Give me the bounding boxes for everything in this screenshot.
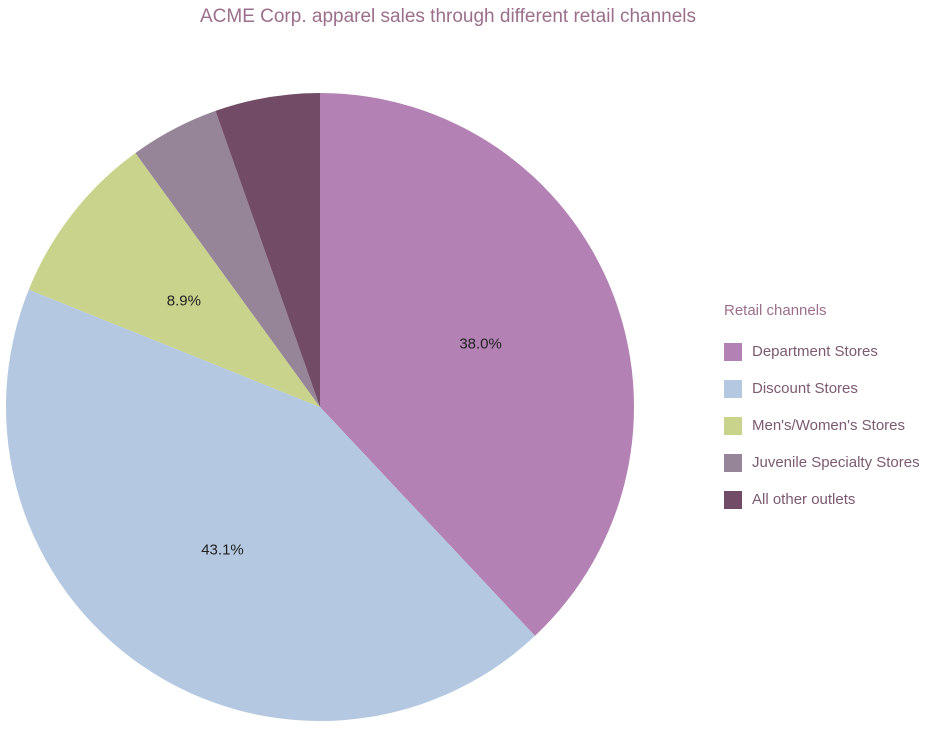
slice-label-department-stores: 38.0% xyxy=(459,335,502,352)
legend-item-mens-womens-stores: Men's/Women's Stores xyxy=(724,407,920,444)
pie-slice-department-stores xyxy=(320,93,635,636)
slice-label-mens-womens-stores: 8.9% xyxy=(167,293,201,310)
pie-chart: 38.0% 43.1% 8.9% xyxy=(5,93,635,722)
legend-item-discount-stores: Discount Stores xyxy=(724,370,920,407)
legend-swatch xyxy=(724,342,742,361)
legend-swatch xyxy=(724,453,742,472)
legend-label: Department Stores xyxy=(752,343,878,360)
legend-item-department-stores: Department Stores xyxy=(724,333,920,370)
legend-item-juvenile-specialty-stores: Juvenile Specialty Stores xyxy=(724,444,920,481)
legend-item-all-other-outlets: All other outlets xyxy=(724,481,920,518)
legend-swatch xyxy=(724,379,742,398)
pie-slice-juvenile-specialty-stores xyxy=(135,110,320,408)
legend-label: Juvenile Specialty Stores xyxy=(752,454,920,471)
pie-slice-discount-stores xyxy=(5,289,535,722)
legend-title: Retail channels xyxy=(724,302,827,319)
pie-slice-mens-womens-stores xyxy=(28,152,321,407)
legend-swatch xyxy=(724,416,742,435)
slice-label-discount-stores: 43.1% xyxy=(201,542,244,559)
legend: Retail channels Department Stores Discou… xyxy=(724,302,920,518)
chart-title: ACME Corp. apparel sales through differe… xyxy=(199,6,697,27)
legend-swatch xyxy=(724,490,742,509)
pie-slice-all-other-outlets xyxy=(215,93,320,407)
legend-label: Discount Stores xyxy=(752,380,858,397)
legend-label: Men's/Women's Stores xyxy=(752,417,906,434)
legend-label: All other outlets xyxy=(752,491,856,508)
